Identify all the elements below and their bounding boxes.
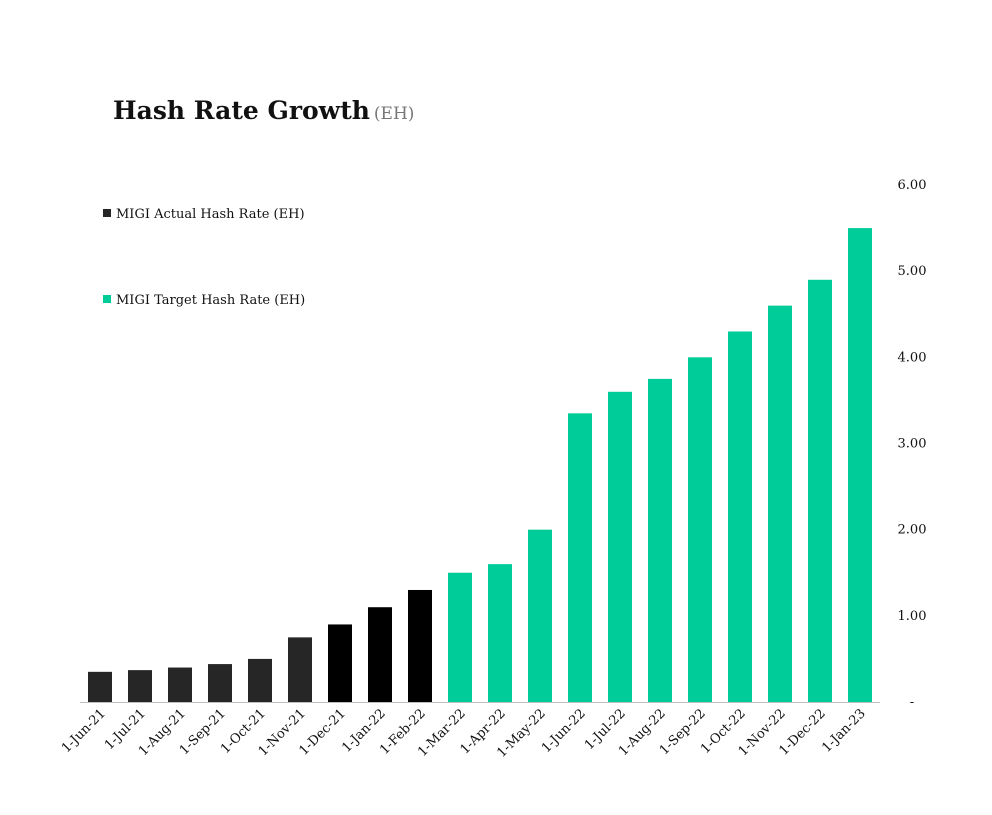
y-tick-label: -: [910, 695, 914, 710]
bar: [808, 279, 832, 702]
legend-label-actual: MIGI Actual Hash Rate (EH): [116, 207, 305, 222]
bar: [768, 305, 792, 702]
bar: [848, 228, 872, 703]
bar: [408, 589, 432, 702]
y-tick-label: 5.00: [898, 264, 927, 279]
bar: [368, 607, 392, 702]
bar: [288, 637, 312, 702]
bar: [568, 413, 592, 702]
legend-item-actual: MIGI Actual Hash Rate (EH): [103, 207, 305, 222]
legend-label-target: MIGI Target Hash Rate (EH): [116, 293, 306, 308]
bar: [608, 391, 632, 702]
bar: [248, 658, 272, 702]
bar: [488, 564, 512, 702]
chart-title: Hash Rate Growth (EH): [113, 96, 414, 125]
bar: [728, 331, 752, 702]
chart-title-text: Hash Rate Growth: [113, 96, 370, 125]
bar: [448, 572, 472, 702]
bar: [208, 664, 232, 702]
y-tick-label: 1.00: [898, 609, 927, 624]
y-tick-label: 3.00: [898, 437, 927, 452]
y-tick-label: 2.00: [898, 523, 927, 538]
bar: [688, 357, 712, 702]
x-tick-label: 1-Jan-23: [819, 706, 868, 755]
legend-item-target: MIGI Target Hash Rate (EH): [103, 293, 305, 308]
x-tick-label: 1-Jun-22: [539, 706, 589, 756]
bar: [528, 529, 552, 702]
bar: [128, 670, 152, 702]
legend-swatch-target: [103, 295, 111, 303]
legend-swatch-actual: [103, 209, 111, 217]
bar: [648, 378, 672, 702]
bar: [328, 624, 352, 702]
x-tick-label: 1-Jun-21: [59, 706, 109, 756]
bar: [88, 671, 112, 702]
chart-title-unit: (EH): [373, 104, 415, 124]
y-tick-label: 4.00: [898, 350, 927, 365]
bar: [168, 667, 192, 702]
y-tick-label: 6.00: [898, 178, 927, 193]
